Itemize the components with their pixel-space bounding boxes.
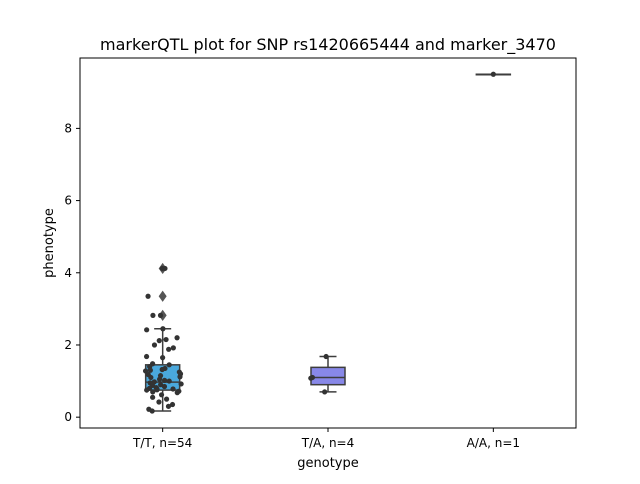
data-point <box>151 342 158 348</box>
data-point <box>159 366 165 373</box>
box-2 <box>310 355 346 393</box>
points-2 <box>308 353 329 395</box>
plot-area <box>142 71 512 414</box>
data-point <box>156 399 162 405</box>
data-point <box>178 381 184 387</box>
data-point <box>160 326 166 332</box>
data-point <box>156 376 163 382</box>
chart-title: markerQTL plot for SNP rs1420665444 and … <box>100 35 556 55</box>
axes: 0 2 4 6 8 T/T, n=54 T/A, n=4 A/A, n=1 <box>64 121 520 450</box>
data-point <box>156 338 162 344</box>
points-1 <box>142 265 184 414</box>
y-tick-label: 0 <box>64 410 72 424</box>
data-point <box>148 374 154 381</box>
y-tick-label: 6 <box>64 194 72 208</box>
data-point <box>323 353 329 360</box>
y-tick-label: 2 <box>64 338 72 352</box>
data-point <box>158 382 164 388</box>
outlier-marker <box>158 290 167 302</box>
data-point <box>308 375 314 381</box>
data-point <box>490 71 496 77</box>
x-tick-label: T/A, n=4 <box>301 436 355 450</box>
points-3 <box>490 71 496 77</box>
data-point <box>169 401 176 408</box>
data-point <box>177 374 183 380</box>
x-tick-label: T/T, n=54 <box>132 436 192 450</box>
data-point <box>154 387 160 393</box>
data-point <box>144 387 150 393</box>
data-point <box>162 265 168 272</box>
data-point <box>165 403 172 409</box>
data-point <box>143 353 150 360</box>
data-point <box>174 390 180 396</box>
y-tick-label: 8 <box>64 121 72 135</box>
data-point <box>150 312 156 318</box>
data-point <box>150 394 156 400</box>
data-point <box>166 378 172 384</box>
data-point <box>145 293 151 299</box>
data-point <box>170 386 176 392</box>
y-tick-label: 4 <box>64 266 72 280</box>
data-point <box>144 327 150 333</box>
data-point <box>161 383 168 390</box>
data-point <box>174 335 180 341</box>
data-point <box>166 346 172 352</box>
data-point <box>163 336 169 343</box>
x-axis-label: genotype <box>297 456 358 471</box>
data-point <box>158 392 165 398</box>
data-point <box>157 312 164 318</box>
data-point <box>150 389 156 395</box>
data-point <box>149 408 155 414</box>
data-point <box>170 345 176 351</box>
data-point <box>161 377 168 383</box>
x-tick-label: A/A, n=1 <box>467 436 520 450</box>
y-axis-label: phenotype <box>42 208 57 278</box>
data-point <box>163 396 170 402</box>
data-point <box>160 355 166 361</box>
data-point <box>166 362 172 368</box>
data-point <box>142 368 149 374</box>
box-body <box>310 366 346 386</box>
data-point <box>147 367 153 373</box>
data-point <box>322 389 328 395</box>
